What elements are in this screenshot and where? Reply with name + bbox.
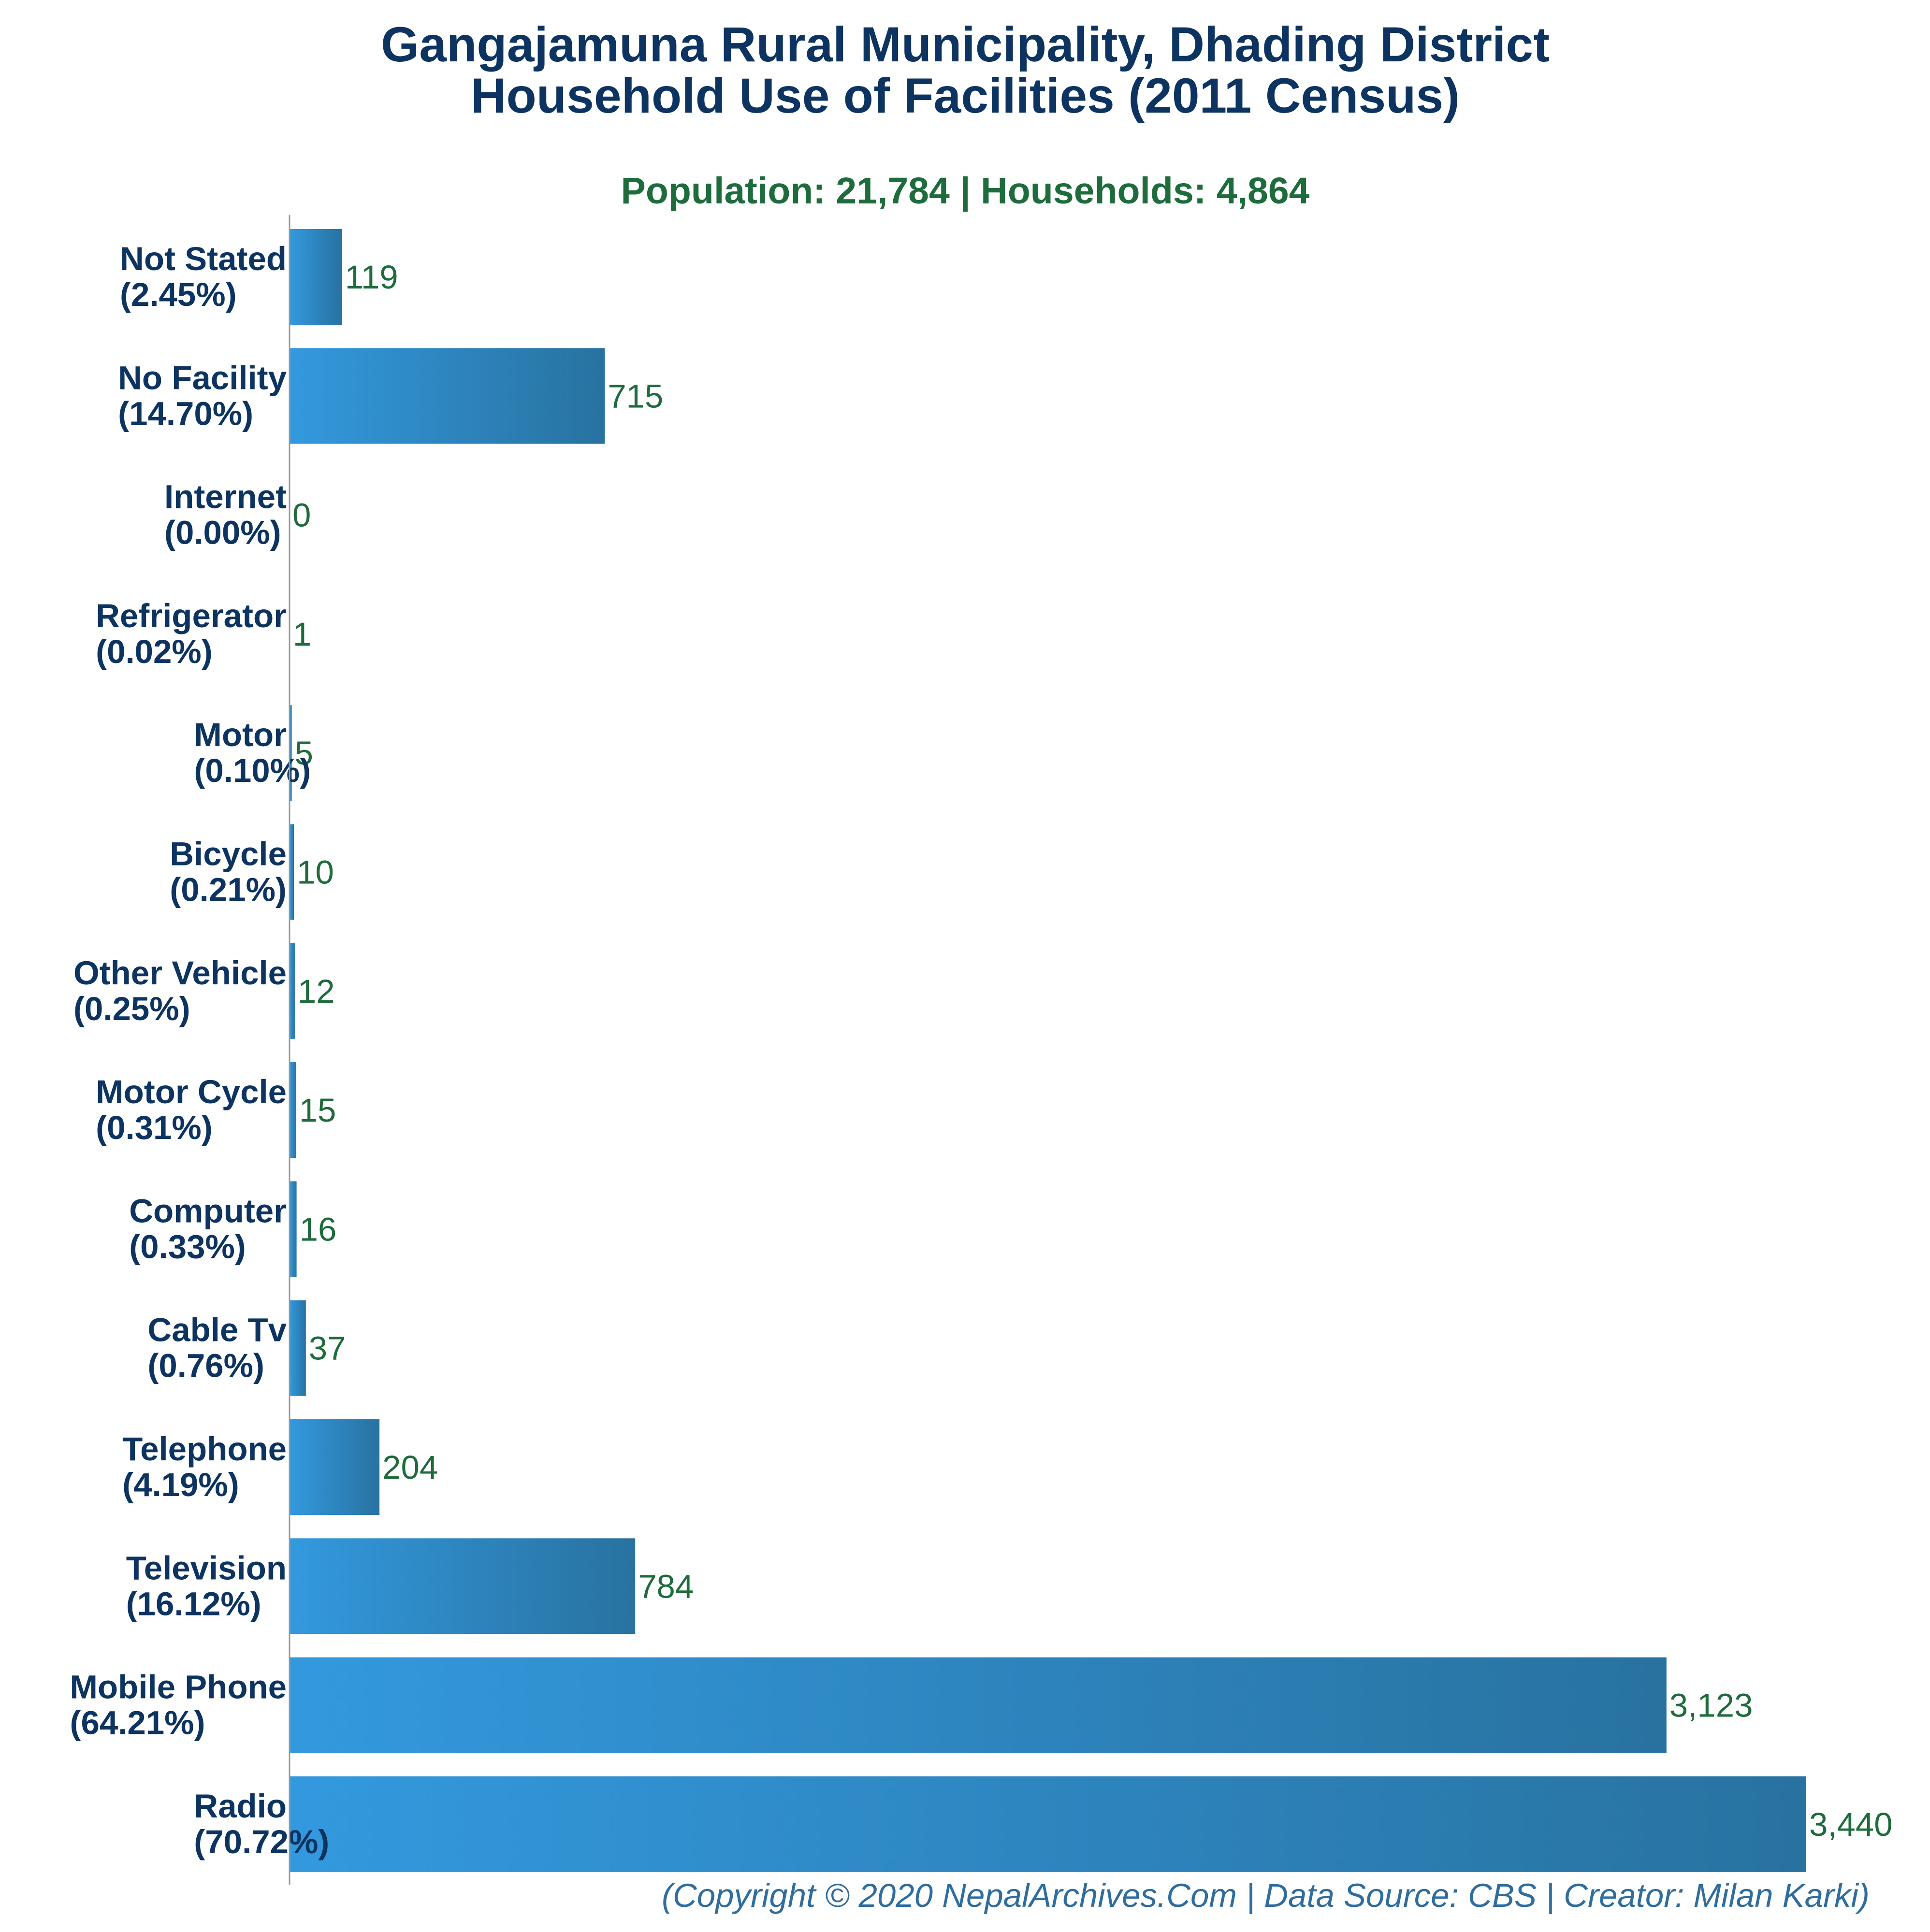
value-label-motor-cycle: 15 [299, 1092, 336, 1129]
category-label-not-stated: Not Stated (2.45%) [120, 240, 287, 313]
bar-mobile-phone [290, 1657, 1667, 1753]
category-label-computer: Computer (0.33%) [129, 1192, 287, 1265]
bar-bicycle [290, 824, 294, 920]
bar-cable-tv [290, 1300, 306, 1396]
category-label-motor-cycle: Motor Cycle (0.31%) [96, 1073, 287, 1146]
value-label-motor: 5 [295, 735, 313, 772]
value-label-radio: 3,440 [1809, 1806, 1893, 1843]
value-label-internet: 0 [292, 497, 311, 534]
category-label-television: Television (16.12%) [126, 1549, 287, 1622]
bar-computer [290, 1181, 297, 1277]
labels-layer: 119 Not Stated (2.45%) 715 No Facility (14.70… [70, 240, 1893, 1860]
value-label-television: 784 [638, 1568, 694, 1605]
bar-television [290, 1538, 636, 1634]
category-label-telephone: Telephone (4.19%) [122, 1430, 287, 1503]
bar-motor [290, 705, 292, 801]
category-label-mobile-phone: Mobile Phone (64.21%) [70, 1669, 287, 1742]
chart-footer: (Copyright © 2020 NepalArchives.Com | Da… [662, 1877, 1870, 1914]
category-label-radio: Radio (70.72%) [194, 1788, 329, 1860]
bar-other-vehicle [290, 943, 295, 1039]
category-label-motor: Motor (0.10%) [194, 716, 311, 789]
chart-title-line-1: Gangajamuna Rural Municipality, Dhading … [381, 17, 1550, 72]
value-label-bicycle: 10 [297, 854, 334, 891]
value-label-refrigerator: 1 [293, 616, 311, 653]
bar-radio [290, 1776, 1806, 1872]
bar-not-stated [290, 229, 342, 325]
bar-telephone [290, 1419, 380, 1515]
value-label-other-vehicle: 12 [298, 973, 335, 1010]
category-label-refrigerator: Refrigerator (0.02%) [96, 597, 287, 670]
chart-title-line-2: Household Use of Facilities (2011 Census… [471, 68, 1460, 123]
bars-layer [290, 229, 1806, 1872]
category-label-cable-tv: Cable Tv (0.76%) [147, 1312, 287, 1384]
value-label-not-stated: 119 [345, 259, 398, 296]
value-label-computer: 16 [300, 1211, 337, 1248]
chart-subtitle: Population: 21,784 | Households: 4,864 [621, 170, 1309, 212]
bar-motor-cycle [290, 1062, 296, 1158]
category-label-other-vehicle: Other Vehicle (0.25%) [73, 954, 287, 1027]
category-label-bicycle: Bicycle (0.21%) [170, 836, 287, 908]
category-label-no-facility: No Facility (14.70%) [118, 359, 287, 432]
value-label-mobile-phone: 3,123 [1669, 1687, 1753, 1724]
value-label-cable-tv: 37 [309, 1330, 346, 1367]
value-label-telephone: 204 [382, 1449, 438, 1486]
category-label-internet: Internet (0.00%) [164, 478, 287, 551]
bar-no-facility [290, 348, 605, 444]
value-label-no-facility: 715 [608, 377, 663, 415]
